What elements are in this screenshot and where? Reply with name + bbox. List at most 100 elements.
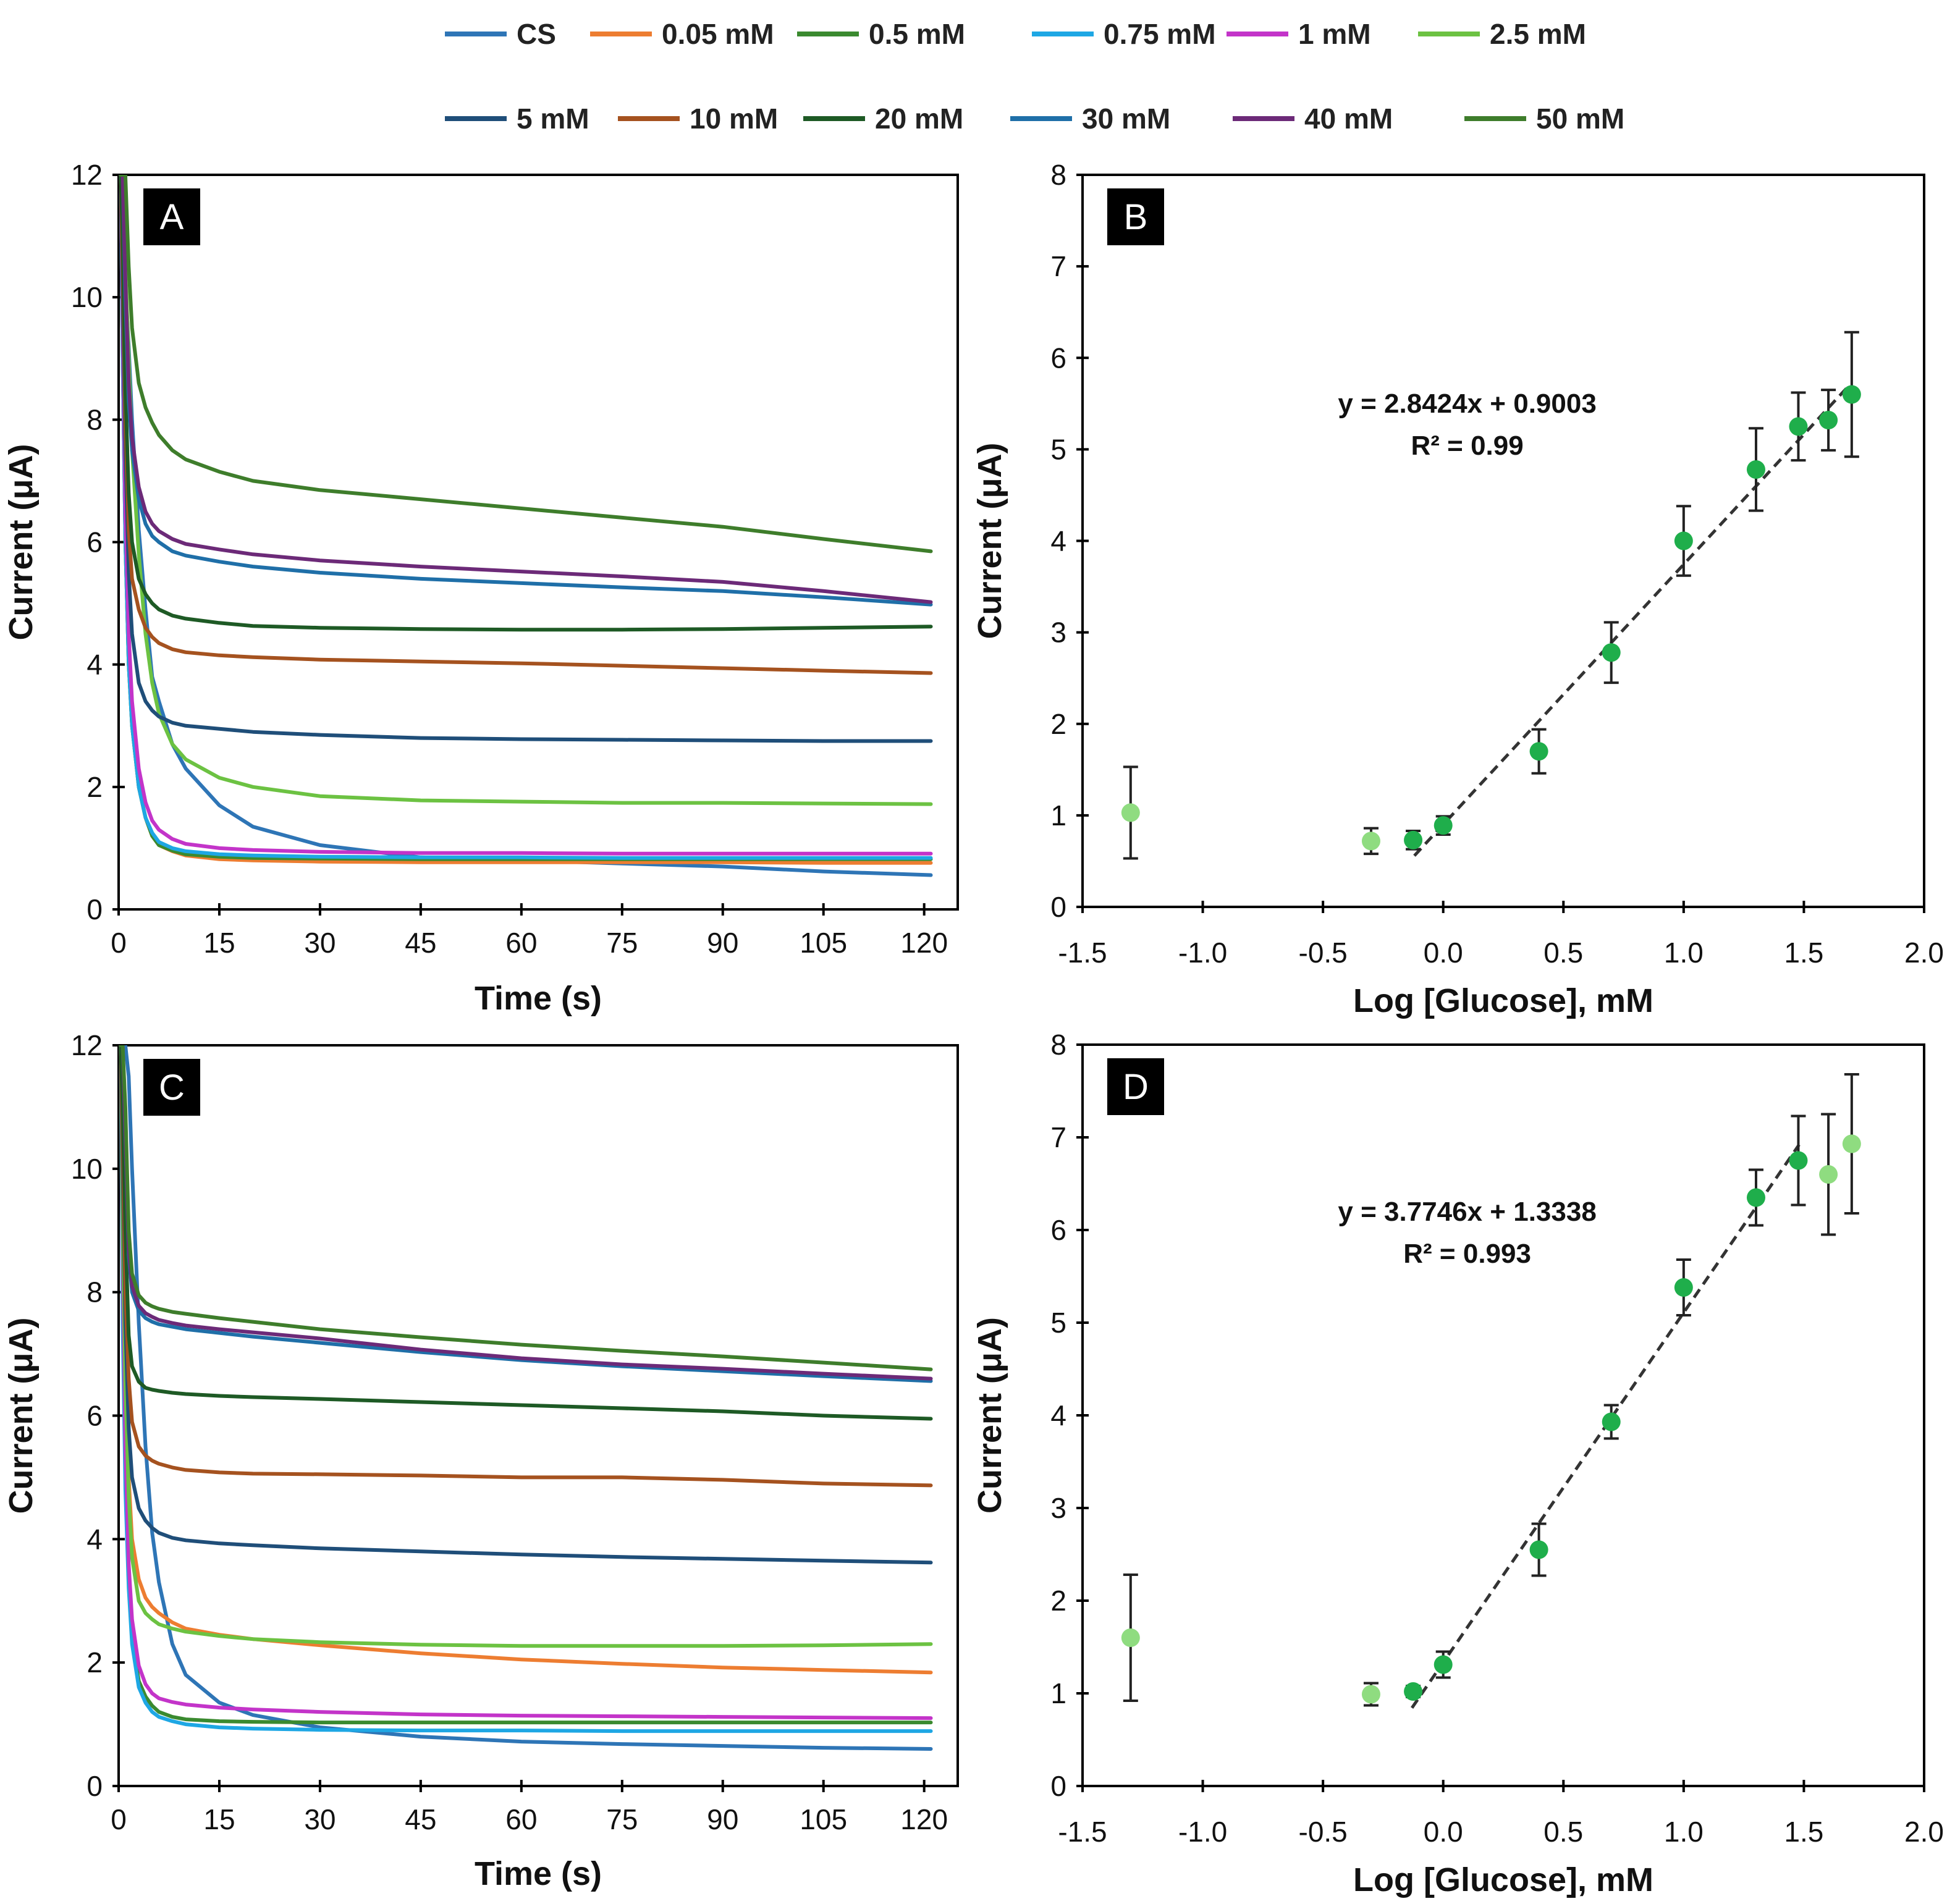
- data-point: [1434, 816, 1453, 835]
- x-tick-label: 0.0: [1424, 1816, 1463, 1848]
- y-tick-label: 4: [87, 1523, 103, 1555]
- x-tick-label: 0.5: [1543, 937, 1583, 969]
- chart-svg-d: 0 1 2 3 4 5 6 7 8 -1.5 -1.0 -0.5 0.0 0.5 1.0 1.5 2.0 Log …: [976, 1029, 1944, 1898]
- series-line-5-mm: [119, 1045, 933, 1565]
- legend-swatch: [797, 32, 859, 36]
- data-point: [1842, 1134, 1861, 1153]
- y-tick-label: 8: [1050, 159, 1066, 191]
- y-tick-label: 6: [1050, 1214, 1066, 1246]
- x-tick-label: 15: [203, 927, 235, 959]
- legend-swatch: [1464, 116, 1526, 121]
- data-point: [1361, 1685, 1380, 1704]
- x-tick-label: 0.0: [1424, 937, 1463, 969]
- x-tick-label: 90: [707, 927, 738, 959]
- x-axis-title: Log [Glucose], mM: [1353, 1861, 1653, 1898]
- panel-label: D: [1123, 1067, 1149, 1107]
- plot-area: [119, 175, 933, 877]
- panel-a-chronoamperogram: 0 2 4 6 8 10 12 0 15 30 45 60 75 90 105 120 Time (s) Curr…: [0, 154, 976, 1032]
- panel-label: B: [1124, 197, 1148, 237]
- data-point: [1602, 1412, 1621, 1431]
- x-tick-label: 30: [304, 1803, 336, 1835]
- panel-label-box: [143, 1059, 200, 1116]
- x-axis-title: Log [Glucose], mM: [1353, 982, 1653, 1019]
- panel-b-calibration: 0 1 2 3 4 5 6 7 8 -1.5 -1.0 -0.5 0.0 0.5 1.0 1.5 2.0 Log …: [976, 154, 1955, 1032]
- y-axis-title: Current (μA): [2, 1317, 40, 1514]
- y-tick-label: 8: [87, 403, 103, 436]
- x-tick-label: 0.5: [1543, 1816, 1583, 1848]
- y-tick-label: 8: [1050, 1029, 1066, 1061]
- y-tick-label: 10: [71, 1153, 103, 1185]
- series-line-20-mm: [119, 175, 933, 632]
- panel-label-box: [1107, 1058, 1164, 1115]
- data-point: [1121, 803, 1140, 822]
- panel-label: A: [160, 197, 184, 237]
- x-tick-label: 120: [900, 1803, 948, 1835]
- legend-swatch: [1233, 116, 1294, 121]
- y-tick-label: 12: [71, 1029, 103, 1061]
- x-tick-label: -1.5: [1058, 937, 1107, 969]
- x-tick-label: 75: [606, 1803, 638, 1835]
- y-tick-label: 4: [1050, 525, 1066, 557]
- y-tick-label: 7: [1050, 1121, 1066, 1153]
- y-tick-label: 5: [1050, 433, 1066, 465]
- x-tick-label: 1.0: [1664, 937, 1704, 969]
- x-tick-label: 90: [707, 1803, 738, 1835]
- legend-swatch: [1010, 116, 1072, 121]
- series-line-5-mm: [119, 175, 933, 743]
- legend-row-1: CS 0.05 mM 0.5 mM 0.75 mM 1 mM 2.5 mM: [0, 9, 1955, 59]
- legend-row-2: 5 mM 10 mM 20 mM 30 mM 40 mM 50 mM: [0, 94, 1955, 143]
- y-tick-label: 0: [1050, 1770, 1066, 1802]
- data-point: [1789, 417, 1808, 436]
- y-tick-label: 2: [87, 1646, 103, 1679]
- x-tick-label: -0.5: [1299, 1816, 1348, 1848]
- legend-item-30-mm: 30 mM: [1010, 94, 1170, 143]
- data-point: [1674, 1278, 1693, 1297]
- legend-swatch: [1227, 32, 1288, 36]
- panel-c-chronoamperogram: 0 2 4 6 8 10 12 0 15 30 45 60 75 90 105 120 Time (s) Curr…: [0, 1026, 976, 1904]
- data-point: [1361, 832, 1380, 851]
- series-line-40-mm: [119, 175, 933, 604]
- y-tick-label: 2: [1050, 708, 1066, 740]
- y-tick-label: 3: [1050, 617, 1066, 649]
- legend-label: 1 mM: [1298, 18, 1371, 50]
- plot-frame: [117, 174, 959, 911]
- legend-label: 20 mM: [875, 103, 964, 135]
- legend-item-40-mm: 40 mM: [1233, 94, 1393, 143]
- plot-frame: [1081, 174, 1925, 908]
- y-tick-label: 6: [1050, 342, 1066, 374]
- plot-area: [119, 1045, 933, 1751]
- data-point: [1674, 531, 1693, 550]
- fit-equation: y = 3.7746x + 1.3338: [1338, 1197, 1596, 1227]
- chart-svg-b: 0 1 2 3 4 5 6 7 8 -1.5 -1.0 -0.5 0.0 0.5 1.0 1.5 2.0 Log …: [976, 159, 1944, 1019]
- data-point: [1819, 1165, 1838, 1184]
- data-point: [1434, 1655, 1453, 1674]
- x-tick-label: -1.0: [1178, 937, 1227, 969]
- data-point: [1842, 385, 1861, 404]
- series-line-1-mm: [119, 175, 933, 856]
- x-tick-label: 60: [505, 1803, 537, 1835]
- x-tick-label: 120: [900, 927, 948, 959]
- data-point: [1746, 1188, 1765, 1207]
- legend-swatch: [590, 32, 652, 36]
- x-tick-label: 1.5: [1784, 1816, 1823, 1848]
- x-tick-label: -1.5: [1058, 1816, 1107, 1848]
- series-line-20-mm: [119, 1045, 933, 1421]
- panel-d-calibration: 0 1 2 3 4 5 6 7 8 -1.5 -1.0 -0.5 0.0 0.5 1.0 1.5 2.0 Log …: [976, 1026, 1955, 1904]
- legend-label: 0.75 mM: [1104, 18, 1216, 50]
- y-tick-label: 2: [1050, 1585, 1066, 1617]
- x-axis-title: Time (s): [475, 980, 602, 1017]
- series-line-50-mm: [119, 175, 933, 554]
- y-tick-label: 6: [87, 1400, 103, 1432]
- data-point: [1602, 643, 1621, 662]
- legend-swatch: [618, 116, 680, 121]
- series-line-10-mm: [119, 1045, 933, 1488]
- legend-swatch: [803, 116, 865, 121]
- y-tick-label: 8: [87, 1276, 103, 1308]
- legend-item-2-5-mm: 2.5 mM: [1418, 9, 1586, 59]
- legend-label: CS: [517, 18, 556, 50]
- legend-item-0-05-mm: 0.05 mM: [590, 9, 774, 59]
- fit-line: [1413, 386, 1849, 857]
- legend-swatch: [445, 116, 507, 121]
- data-point: [1529, 742, 1548, 761]
